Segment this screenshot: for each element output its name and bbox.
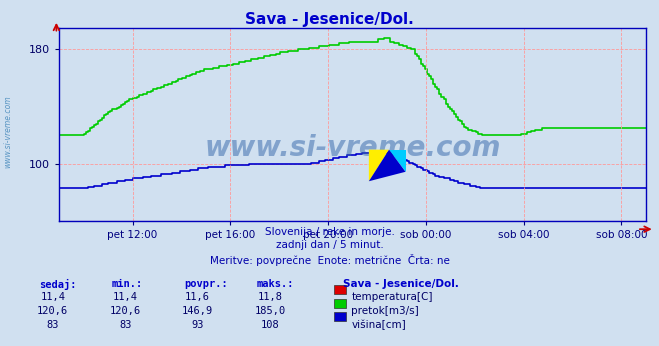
Text: 83: 83 (119, 320, 131, 330)
Text: 185,0: 185,0 (254, 306, 286, 316)
Text: višina[cm]: višina[cm] (351, 320, 406, 330)
Text: sedaj:: sedaj: (40, 279, 77, 290)
Text: 108: 108 (261, 320, 279, 330)
Text: Sava - Jesenice/Dol.: Sava - Jesenice/Dol. (343, 279, 459, 289)
Polygon shape (389, 150, 405, 172)
Text: 146,9: 146,9 (182, 306, 214, 316)
Text: 120,6: 120,6 (37, 306, 69, 316)
Text: Sava - Jesenice/Dol.: Sava - Jesenice/Dol. (245, 12, 414, 27)
Text: 83: 83 (47, 320, 59, 330)
Text: 11,6: 11,6 (185, 292, 210, 302)
Text: pretok[m3/s]: pretok[m3/s] (351, 306, 419, 316)
Text: povpr.:: povpr.: (185, 279, 228, 289)
Text: Slovenija / reke in morje.: Slovenija / reke in morje. (264, 227, 395, 237)
Text: zadnji dan / 5 minut.: zadnji dan / 5 minut. (275, 240, 384, 251)
Text: 11,4: 11,4 (113, 292, 138, 302)
Polygon shape (369, 150, 389, 181)
Text: 11,8: 11,8 (258, 292, 283, 302)
Text: 93: 93 (192, 320, 204, 330)
Text: temperatura[C]: temperatura[C] (351, 292, 433, 302)
Text: 120,6: 120,6 (109, 306, 141, 316)
Text: 11,4: 11,4 (40, 292, 65, 302)
Text: Meritve: povprečne  Enote: metrične  Črta: ne: Meritve: povprečne Enote: metrične Črta:… (210, 254, 449, 266)
Text: www.si-vreme.com: www.si-vreme.com (3, 95, 13, 168)
Polygon shape (369, 150, 405, 181)
Text: www.si-vreme.com: www.si-vreme.com (204, 134, 501, 162)
Text: min.:: min.: (112, 279, 143, 289)
Text: maks.:: maks.: (257, 279, 295, 289)
